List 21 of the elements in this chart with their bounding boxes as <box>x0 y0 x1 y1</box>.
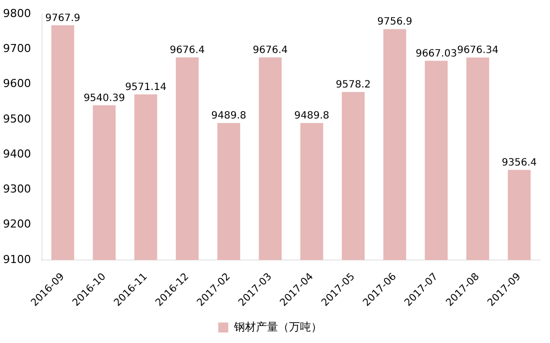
y-tick-label: 9300 <box>2 182 31 196</box>
data-label: 9578.2 <box>336 80 371 91</box>
data-label: 9489.8 <box>211 110 246 122</box>
data-label: 9756.9 <box>377 16 412 28</box>
data-label: 9767.9 <box>45 12 80 24</box>
data-label: 9676.34 <box>457 45 498 56</box>
y-tick-label: 9100 <box>2 252 31 266</box>
data-label: 9356.4 <box>502 157 537 168</box>
data-label: 9571.14 <box>125 82 166 94</box>
data-label: 9489.8 <box>294 110 330 122</box>
y-tick-label: 9600 <box>2 77 31 90</box>
y-tick-label: 9200 <box>2 218 31 231</box>
data-label: 9540.39 <box>84 92 125 104</box>
y-tick-label: 9800 <box>2 6 31 20</box>
data-label: 9676.4 <box>170 45 205 56</box>
data-label: 9676.4 <box>252 45 288 56</box>
y-tick-label: 9400 <box>2 147 31 160</box>
data-label: 9667.03 <box>416 48 457 60</box>
y-tick-label: 9700 <box>2 42 31 55</box>
y-tick-label: 9500 <box>2 112 31 126</box>
legend-label: 钢材产量（万吨） <box>232 320 322 334</box>
